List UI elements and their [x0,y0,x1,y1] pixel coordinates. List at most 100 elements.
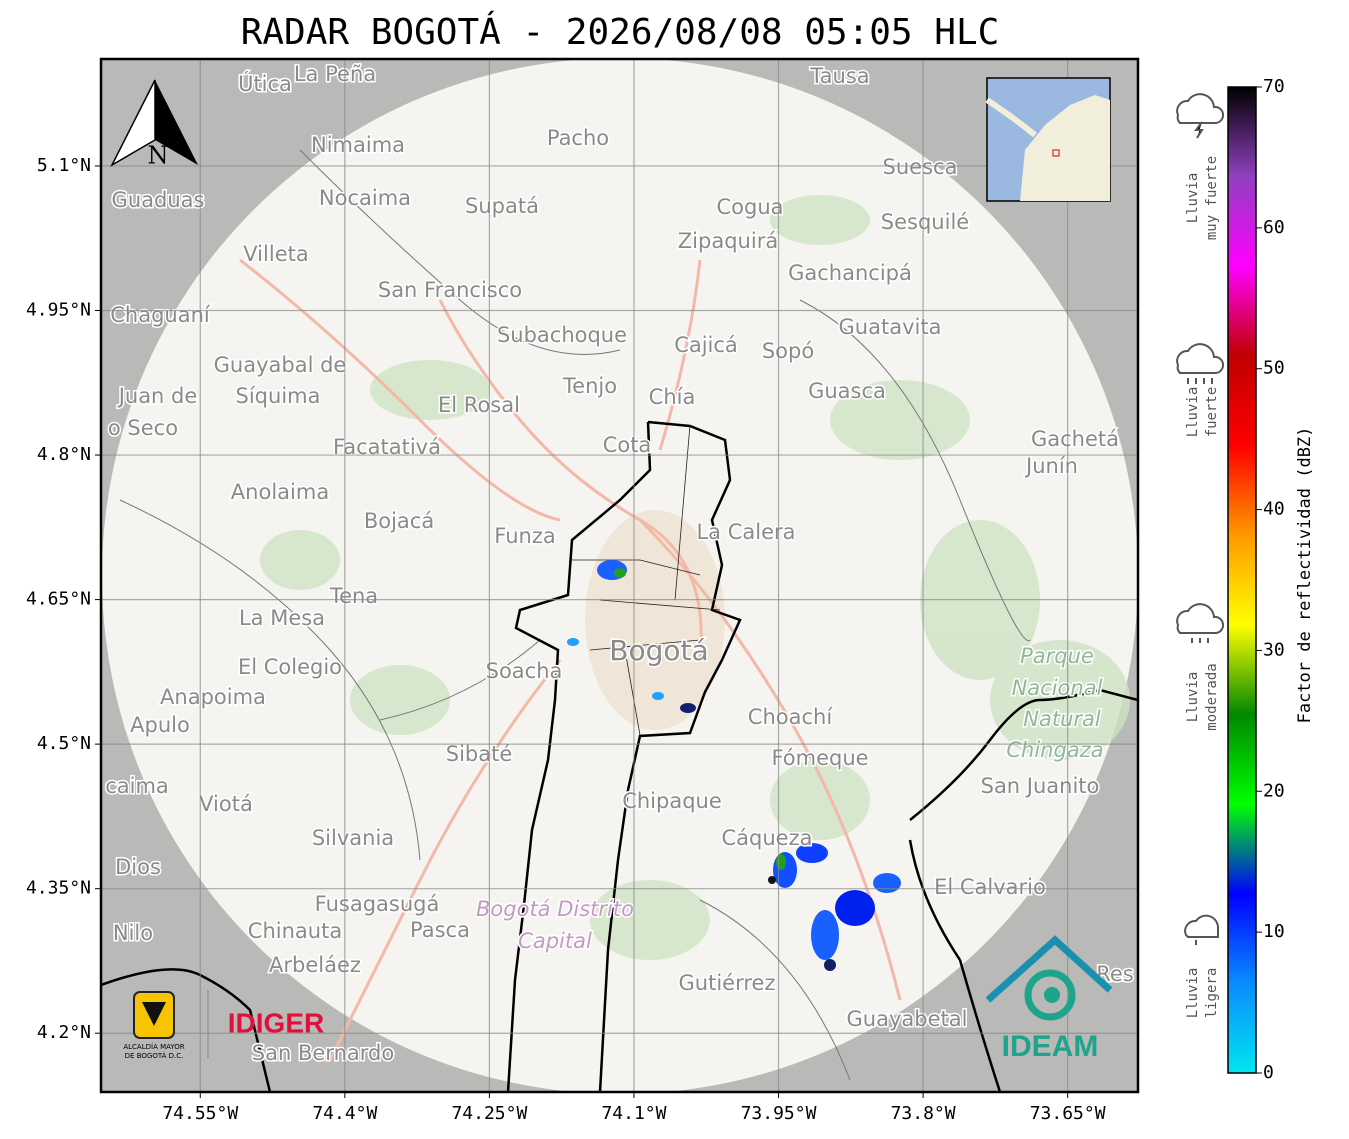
colorbar-tick-label: 10 [1263,921,1285,942]
place-label: Guayabetal [847,1007,968,1031]
colorbar [1227,86,1257,1074]
place-label: Sibaté [446,742,513,766]
place-label: Pasca [410,918,470,942]
place-label: Parque [1020,644,1094,668]
legend-label: Lluvia [1185,387,1201,438]
place-label: Funza [494,524,555,548]
place-label: Cogua [716,195,783,219]
place-label: Síquima [236,384,321,408]
place-label: Fusagasugá [315,892,440,916]
place-label: Capital [518,929,592,953]
place-label: El Colegio [238,655,342,679]
place-label: Suesca [883,155,958,179]
x-tick-label: 74.25°W [451,1103,527,1124]
legend-label: ligera [1204,968,1220,1019]
place-label: Tausa [809,64,869,88]
place-label: Subachoque [497,323,627,347]
place-label: Choachí [748,705,834,729]
compass: N [110,79,198,170]
compass-label: N [148,142,169,170]
colorbar-tick-label: 40 [1263,499,1285,520]
legend-label: Lluvia [1185,968,1201,1019]
place-label: Cáqueza [722,826,813,850]
place-label: Fómeque [771,746,868,770]
place-label: Natural [1023,707,1101,731]
place-label: Cota [603,433,652,457]
x-tick-label: 74.1°W [601,1103,666,1124]
place-label: Supatá [465,194,539,218]
place-label: El Rosal [438,393,520,417]
y-tick-label: 4.5°N [37,733,91,754]
x-tick-label: 73.95°W [741,1103,817,1124]
map-frame [99,57,1140,1094]
place-label: Gutiérrez [679,971,776,995]
place-label: Bogotá [609,634,708,667]
place-label: Guasca [808,379,886,403]
ideam-logo: IDEAM [985,935,1113,1063]
y-tick-label: 4.95°N [26,300,91,321]
place-label: Bogotá Distrito [476,897,634,921]
legend-label: Lluvia [1185,173,1201,224]
place-label: Nocaima [319,186,411,210]
place-label: Guaduas [112,188,205,212]
x-tick-label: 74.4°W [312,1103,377,1124]
place-label: Apulo [130,713,190,737]
colorbar-tick-label: 30 [1263,639,1285,660]
colorbar-label: Factor de reflectividad (dBZ) [1295,427,1315,724]
place-label: Zipaquirá [678,229,778,253]
legend-label: muy fuerte [1204,156,1220,240]
place-label: Tenjo [562,374,617,398]
legend-label: Lluvia [1185,672,1201,723]
y-tick-label: 4.8°N [37,444,91,465]
place-label: Anapoima [160,685,266,709]
place-label: Dios [115,855,161,879]
logo-text: IDEAM [1002,1030,1099,1063]
place-label: Chaguaní [110,303,211,327]
place-label: La Calera [696,520,795,544]
map: Útica La Peña Tausa Pacho Nimaima Guaduas Noca… [101,59,1138,1092]
colorbar-tick-label: 60 [1263,217,1285,238]
place-label: San Bernardo [252,1041,394,1065]
place-label: caima [105,774,169,798]
place-label: Chinauta [248,919,342,943]
place-label: Chingaza [1006,738,1103,762]
place-label: San Juanito [981,774,1100,798]
place-label: Pacho [547,126,609,150]
radar-echoes [567,560,901,971]
place-label: Guatavita [839,315,942,339]
legend-label: fuerte [1204,387,1220,438]
x-tick-label: 73.65°W [1030,1103,1106,1124]
place-label: Viotá [199,792,253,816]
place-label: Guayabal de [214,353,347,377]
colorbar-tick-label: 50 [1263,358,1285,379]
place-label: El Calvario [934,875,1046,899]
y-tick-label: 4.65°N [26,589,91,610]
place-label: o Seco [108,416,178,440]
place-label: Gachancipá [788,261,912,285]
inset-map [985,77,1111,202]
y-tick-label: 4.2°N [37,1022,91,1043]
colorbar-tick-label: 0 [1263,1062,1274,1083]
place-label: Chía [649,385,696,409]
place-label: La Peña [294,62,376,86]
colorbar-tick-label: 70 [1263,76,1285,97]
x-tick-label: 74.55°W [162,1103,238,1124]
place-label: Gachetá [1031,427,1119,451]
place-label: Cajicá [674,333,738,357]
place-label: Villeta [243,242,308,266]
place-label: Chipaque [622,789,722,813]
y-tick-label: 5.1°N [37,155,91,176]
colorbar-tick-label: 20 [1263,780,1285,801]
place-label: Juan de [117,384,198,408]
y-tick-label: 4.35°N [26,878,91,899]
place-label: Silvania [312,826,394,850]
place-label: Soacha [486,659,563,683]
place-label: Junín [1024,454,1078,478]
place-label: Nacional [1012,676,1103,700]
place-label: Nilo [113,921,153,945]
logo-text: ALCALDÍA MAYOR [123,1042,184,1051]
title: RADAR BOGOTÁ - 2026/08/08 05:05 HLC [241,11,1000,53]
place-label: Sopó [762,339,814,363]
